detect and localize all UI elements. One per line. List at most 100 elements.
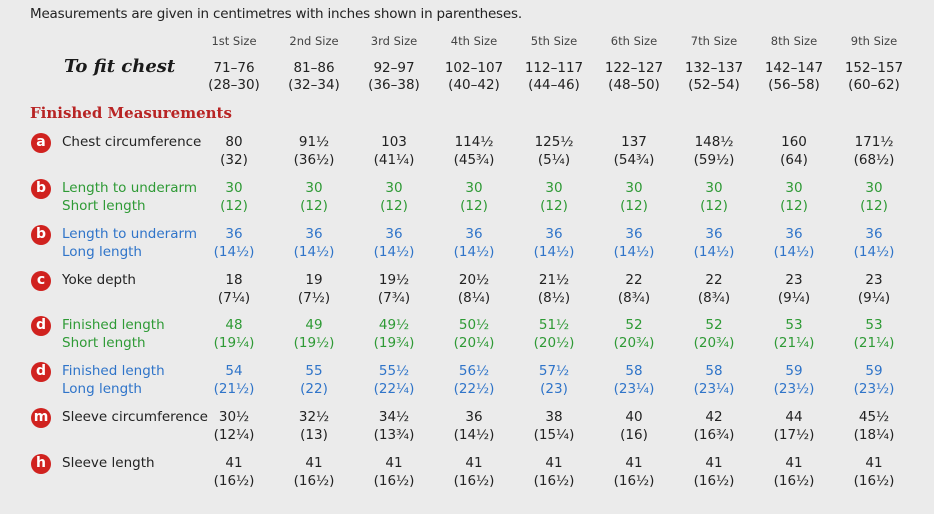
cell-cm: 48 [225,317,243,333]
measurement-cell: 48 (19¼) [196,316,272,352]
cell-in: (16½) [373,473,415,489]
measurement-cell: 36 (14½) [516,225,592,261]
measurement-row: h Sleeve length 41 (16½) 41 (16½) 41 (16½) 41 (16… [0,454,934,494]
cell-in: (14½) [693,244,735,260]
measurement-cell: 22 (8¾) [676,271,752,307]
measurement-cell: 50½ (20¼) [436,316,512,352]
row-label-primary: Sleeve length [62,455,155,471]
measurement-cell: 41 (16½) [276,454,352,490]
cell-cm: 41 [465,455,483,471]
cell-cm: 41 [865,455,883,471]
cell-in: (54¾) [613,152,655,168]
measurement-row: d Finished length Long length 54 (21½) 55 (22)… [0,362,934,402]
cell-in: (22½) [453,381,495,397]
cell-cm: 42 [705,409,723,425]
fit-cm: 92–97 [373,60,415,76]
cell-cm: 41 [625,455,643,471]
row-label-secondary: Long length [62,381,142,397]
cell-in: (19½) [293,335,335,351]
cell-in: (23¼) [613,381,655,397]
measurement-cell: 41 (16½) [836,454,912,490]
cell-in: (20¼) [453,335,495,351]
fit-cm: 102–107 [444,60,504,76]
fit-cm: 81–86 [293,60,335,76]
cell-cm: 30 [305,180,323,196]
measurement-cell: 19½ (7¾) [356,271,432,307]
cell-cm: 49 [305,317,323,333]
measurement-cell: 41 (16½) [516,454,592,490]
cell-cm: 41 [785,455,803,471]
measurement-cell: 80 (32) [196,133,272,169]
measurement-cell: 30½ (12¼) [196,408,272,444]
cell-in: (16) [620,427,648,443]
measurement-cell: 41 (16½) [196,454,272,490]
measurement-cell: 36 (14½) [756,225,832,261]
fit-value: 132–137 (52–54) [676,60,752,94]
cell-in: (36½) [293,152,335,168]
cell-cm: 36 [865,226,883,242]
cell-in: (19¾) [373,335,415,351]
measurement-cell: 30 (12) [676,179,752,215]
fit-in: (36–38) [368,77,420,93]
size-header: 3rd Size [370,34,418,48]
cell-in: (16¾) [693,427,735,443]
row-letter-badge: m [31,408,51,428]
fit-cm: 122–127 [604,60,664,76]
fit-in: (52–54) [688,77,740,93]
cell-in: (14½) [773,244,815,260]
cell-in: (12) [300,198,328,214]
fit-in: (44–46) [528,77,580,93]
cell-in: (64) [780,152,808,168]
cell-cm: 36 [465,409,483,425]
measurement-cell: 44 (17½) [756,408,832,444]
cell-in: (7¾) [377,290,411,306]
fit-in: (56–58) [768,77,820,93]
cell-in: (7¼) [217,290,251,306]
cell-in: (16½) [213,473,255,489]
cell-in: (20¾) [613,335,655,351]
row-letter-badge: d [31,362,51,382]
size-header: 8th Size [770,34,818,48]
size-header: 7th Size [690,34,738,48]
measurement-cell: 42 (16¾) [676,408,752,444]
cell-in: (9¼) [777,290,811,306]
cell-in: (14½) [533,244,575,260]
measurement-cell: 22 (8¾) [596,271,672,307]
cell-cm: 58 [625,363,643,379]
cell-cm: 30 [625,180,643,196]
measurement-cell: 91½ (36½) [276,133,352,169]
measurement-cell: 36 (14½) [596,225,672,261]
measurement-cell: 45½ (18¼) [836,408,912,444]
cell-in: (32) [220,152,248,168]
measurement-row: b Length to underarm Long length 36 (14½) 36 (… [0,225,934,265]
measurement-cell: 59 (23½) [756,362,832,398]
fit-value: 71–76 (28–30) [196,60,272,94]
cell-in: (21¼) [773,335,815,351]
fit-value: 92–97 (36–38) [356,60,432,94]
cell-in: (15¼) [533,427,575,443]
row-label-primary: Length to underarm [62,226,197,242]
cell-cm: 45½ [858,409,890,425]
fit-value: 152–157 (60–62) [836,60,912,94]
measurement-cell: 30 (12) [756,179,832,215]
cell-in: (59½) [693,152,735,168]
cell-in: (12) [780,198,808,214]
fit-cm: 112–117 [524,60,584,76]
size-header: 6th Size [610,34,658,48]
section-title: Finished Measurements [30,104,232,122]
cell-cm: 30 [705,180,723,196]
cell-cm: 34½ [378,409,410,425]
cell-in: (16½) [533,473,575,489]
cell-cm: 49½ [378,317,410,333]
measurement-cell: 57½ (23) [516,362,592,398]
row-letter-badge: c [31,271,51,291]
cell-cm: 52 [705,317,723,333]
cell-in: (23) [540,381,568,397]
cell-cm: 160 [781,134,807,150]
size-header: 9th Size [850,34,898,48]
measurement-cell: 36 (14½) [676,225,752,261]
measurement-cell: 58 (23¼) [676,362,752,398]
cell-cm: 36 [305,226,323,242]
measurement-cell: 20½ (8¼) [436,271,512,307]
row-label: Chest circumference [62,133,201,151]
